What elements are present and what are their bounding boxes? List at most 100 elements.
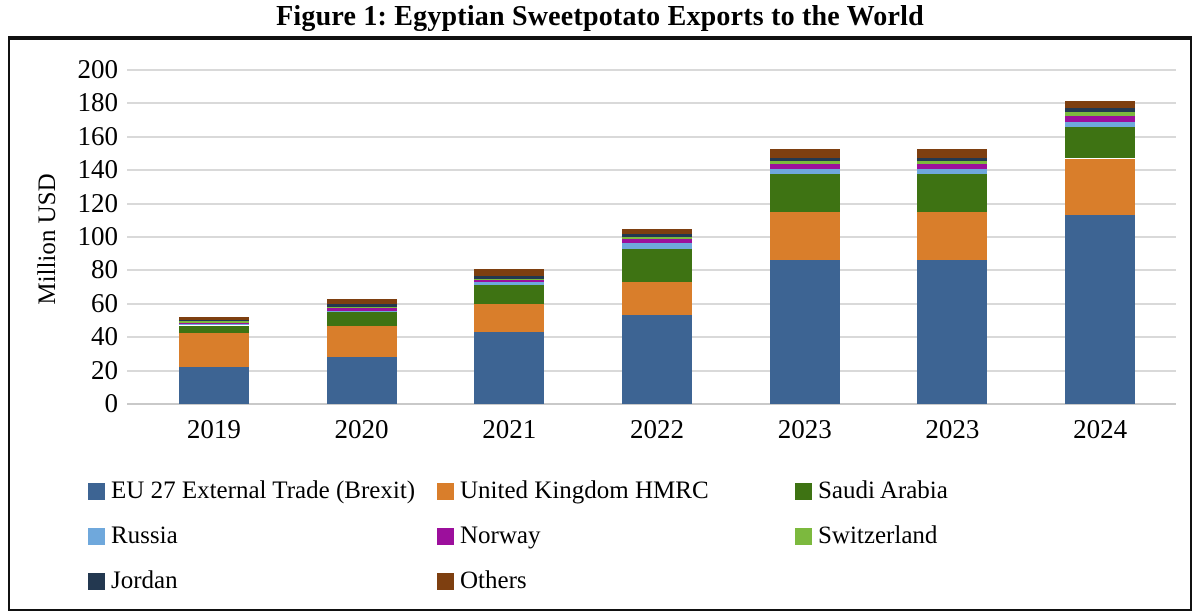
gridline-y160 (127, 135, 1176, 138)
legend-label: United Kingdom HMRC (460, 476, 709, 504)
bar-segment-2019-united-kingdom-hmrc (178, 333, 249, 368)
legend-item-saudi-arabia: Saudi Arabia (795, 477, 1180, 505)
plot-area: Million USD 0 20 40 60 80 100 120 140 160 180 200 … (10, 40, 1190, 609)
bar-segment-2023-eu-27-external-trade-brexit- (917, 260, 988, 404)
x-tick-label-5: 2023 (925, 414, 980, 444)
gridline-y0 (127, 403, 1176, 405)
bar-segment-2024-russia (1065, 122, 1136, 127)
y-tick-label-0: 0 (104, 388, 119, 418)
bar-segment-2024-switzerland (1065, 111, 1136, 117)
bar-segment-2021-switzerland (474, 278, 545, 280)
bar-segment-2022-norway (622, 238, 692, 243)
bar-segment-2024-norway (1065, 116, 1136, 123)
bar-segment-2023-switzerland (769, 160, 840, 165)
bar-segment-2020-saudi-arabia (326, 312, 397, 326)
y-tick-label-100: 100 (77, 221, 119, 251)
bar-segment-2021-saudi-arabia (474, 284, 545, 304)
y-tick-label-200: 200 (77, 54, 119, 84)
legend-item-eu-27-external-trade-brexit-: EU 27 External Trade (Brexit) (88, 477, 437, 505)
legend-label: Russia (111, 521, 178, 549)
bar-segment-2022-eu-27-external-trade-brexit- (622, 315, 692, 404)
bar-segment-2021-eu-27-external-trade-brexit- (474, 332, 545, 404)
bar-segment-2021-jordan (474, 275, 545, 279)
legend-label: Switzerland (818, 521, 938, 549)
bar-segment-2022-russia (622, 242, 692, 249)
gridline-y180 (127, 102, 1176, 105)
bar-segment-2020-jordan (326, 303, 397, 307)
bar-segment-2020-norway (326, 308, 397, 311)
legend: EU 27 External Trade (Brexit) United King… (88, 468, 1180, 603)
bar-segment-2020-others (326, 299, 397, 304)
legend-item-united-kingdom-hmrc: United Kingdom HMRC (437, 477, 795, 505)
legend-swatch-icon (795, 528, 812, 545)
y-tick-label-60: 60 (91, 287, 118, 318)
bar-segment-2023-russia (769, 169, 840, 174)
y-tick-label-20: 20 (91, 354, 118, 385)
bar-segment-2020-eu-27-external-trade-brexit- (326, 357, 397, 404)
bar-segment-2024-saudi-arabia (1065, 126, 1136, 159)
x-tick-label-6: 2024 (1073, 414, 1128, 444)
legend-swatch-icon (88, 573, 105, 590)
bar-segment-2023-jordan (917, 157, 988, 161)
bar-segment-2021-united-kingdom-hmrc (474, 303, 545, 333)
bar-segment-2023-saudi-arabia (769, 173, 840, 212)
y-tick-label-180: 180 (77, 87, 119, 118)
bar-segment-2019-russia (178, 323, 249, 326)
x-tick-label-3: 2022 (629, 414, 684, 444)
bar-segment-2020-switzerland (326, 306, 397, 309)
chart-container: Million USD 0 20 40 60 80 100 120 140 160 180 200 … (8, 36, 1192, 611)
legend-label: Saudi Arabia (818, 476, 948, 504)
legend-swatch-icon (88, 528, 105, 545)
bar-segment-2020-russia (326, 310, 397, 313)
bar-segment-2022-united-kingdom-hmrc (622, 282, 692, 316)
bar-segment-2023-saudi-arabia (917, 173, 988, 212)
bar-segment-2021-norway (474, 279, 545, 283)
legend-label: EU 27 External Trade (Brexit) (111, 476, 416, 504)
legend-swatch-icon (437, 573, 454, 590)
legend-label: Norway (460, 521, 541, 549)
legend-item-others: Others (437, 567, 795, 595)
bar-segment-2019-jordan (178, 319, 249, 322)
bar-segment-2021-others (474, 269, 545, 276)
bar-segment-2024-jordan (1065, 108, 1136, 112)
legend-item-jordan: Jordan (88, 567, 437, 595)
x-tick-label-1: 2020 (334, 414, 389, 444)
gridline-y140 (127, 169, 1176, 172)
y-tick-label-80: 80 (91, 254, 118, 285)
y-tick-label-40: 40 (91, 321, 118, 352)
bar-segment-2022-switzerland (622, 237, 692, 239)
legend-item-russia: Russia (88, 522, 437, 550)
x-tick-label-4: 2023 (777, 414, 832, 444)
bar-segment-2022-others (622, 228, 692, 235)
y-tick-label-160: 160 (77, 120, 119, 151)
legend-swatch-icon (88, 483, 105, 500)
gridline-y200 (127, 69, 1176, 71)
bar-segment-2024-united-kingdom-hmrc (1065, 158, 1136, 216)
bar-segment-2019-eu-27-external-trade-brexit- (178, 367, 249, 404)
bar-segment-2023-others (769, 149, 840, 158)
bar-segment-2022-saudi-arabia (622, 248, 692, 283)
legend-label: Jordan (111, 566, 178, 594)
legend-swatch-icon (437, 483, 454, 500)
bar-segment-2019-others (178, 317, 249, 320)
bar-segment-2023-others (917, 149, 988, 158)
bar-segment-2023-united-kingdom-hmrc (769, 211, 840, 261)
bar-segment-2023-jordan (769, 157, 840, 161)
legend-label: Others (460, 566, 527, 594)
bar-segment-2023-norway (917, 164, 988, 170)
y-tick-label-120: 120 (77, 187, 119, 218)
y-tick-label-140: 140 (77, 154, 119, 185)
legend-swatch-icon (437, 528, 454, 545)
bar-segment-2024-eu-27-external-trade-brexit- (1065, 215, 1136, 404)
bar-segment-2024-others (1065, 100, 1136, 109)
bar-segment-2023-switzerland (917, 161, 988, 165)
bar-segment-2023-eu-27-external-trade-brexit- (769, 260, 840, 404)
bar-segment-2023-russia (917, 169, 988, 174)
bar-segment-2019-switzerland (178, 321, 249, 323)
legend-swatch-icon (795, 483, 812, 500)
bar-segment-2023-norway (769, 164, 840, 170)
bar-segment-2019-saudi-arabia (178, 325, 249, 333)
gridline-y120 (127, 202, 1176, 205)
x-tick-label-0: 2019 (186, 414, 241, 444)
